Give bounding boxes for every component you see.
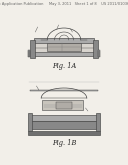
FancyBboxPatch shape [96,113,100,131]
FancyBboxPatch shape [34,52,94,56]
FancyBboxPatch shape [28,113,32,131]
FancyBboxPatch shape [30,89,98,91]
FancyBboxPatch shape [30,40,35,58]
Text: Patent Application Publication     May 3, 2011   Sheet 1 of 8    US 2011/0103622: Patent Application Publication May 3, 20… [0,2,128,6]
FancyBboxPatch shape [98,50,100,57]
FancyBboxPatch shape [28,131,100,135]
FancyBboxPatch shape [34,38,94,43]
FancyBboxPatch shape [93,40,98,58]
FancyBboxPatch shape [34,43,94,52]
FancyBboxPatch shape [42,100,83,110]
FancyBboxPatch shape [30,121,98,129]
Text: Fig. 1B: Fig. 1B [52,139,76,147]
FancyBboxPatch shape [28,50,30,57]
Text: Fig. 1A: Fig. 1A [52,62,76,70]
FancyBboxPatch shape [30,115,98,121]
FancyBboxPatch shape [47,43,81,51]
FancyBboxPatch shape [56,102,72,109]
